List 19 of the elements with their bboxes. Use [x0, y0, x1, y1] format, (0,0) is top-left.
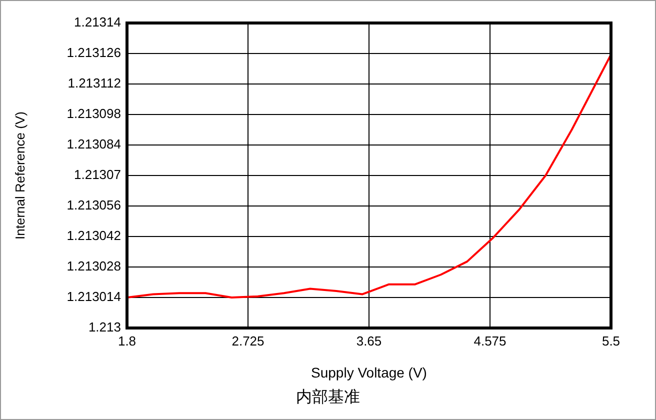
y-tick-label: 1.21314 [74, 14, 121, 30]
y-tick-label: 1.213084 [66, 136, 121, 152]
y-tick-label: 1.213112 [68, 76, 121, 91]
x-tick-label: 4.575 [474, 333, 506, 348]
x-tick-label: 2.725 [232, 333, 264, 348]
x-axis-title: Supply Voltage (V) [311, 364, 427, 380]
y-tick-label: 1.213014 [66, 289, 121, 304]
x-tick-label: 3.65 [356, 333, 382, 348]
y-tick-label: 1.21307 [74, 167, 121, 182]
text: 内部基准 [295, 387, 361, 408]
y-tick-label: 1.213042 [66, 228, 121, 244]
x-tick-label: 5.5 [602, 333, 620, 348]
y-tick-label: 1.213098 [66, 106, 121, 122]
y-axis-title: Internal Reference (V) [12, 112, 28, 240]
y-tick-label: 1.213028 [66, 258, 121, 274]
y-tick-label: 1.213 [88, 320, 121, 335]
y-tick-label: 1.213056 [66, 198, 121, 213]
y-tick-label: 1.213126 [66, 45, 121, 60]
x-tick-label: 1.8 [118, 333, 136, 348]
